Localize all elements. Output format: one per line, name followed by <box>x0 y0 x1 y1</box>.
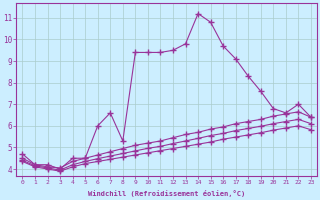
X-axis label: Windchill (Refroidissement éolien,°C): Windchill (Refroidissement éolien,°C) <box>88 190 245 197</box>
